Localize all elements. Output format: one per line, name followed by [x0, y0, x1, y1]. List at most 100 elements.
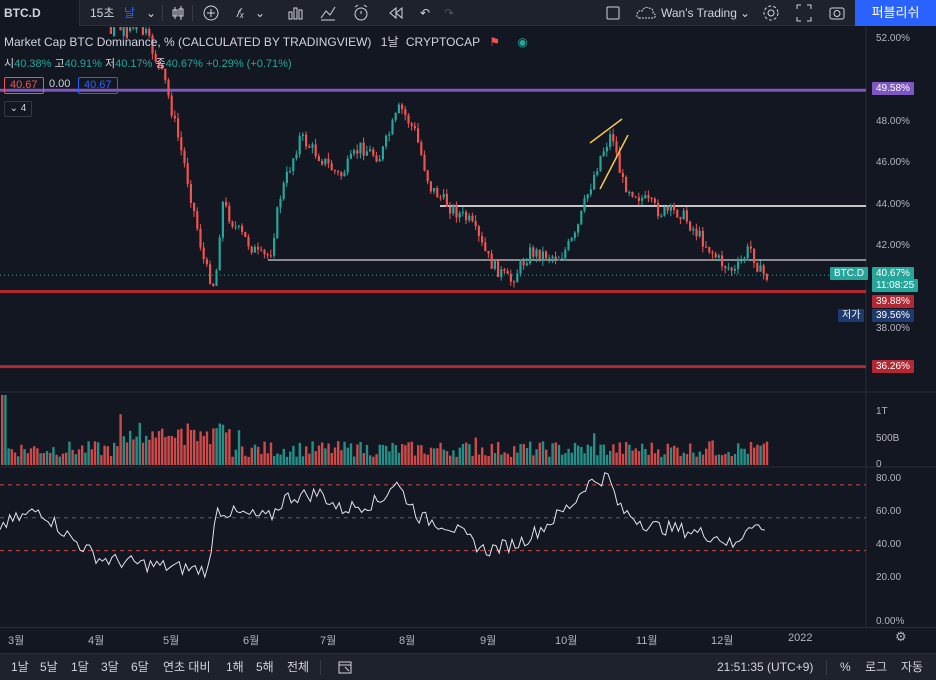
flag-icon[interactable]: ⚑: [489, 35, 500, 49]
chevron-down-icon[interactable]: ⌄: [740, 6, 751, 20]
candle-body: [333, 170, 336, 172]
volume-bar: [429, 447, 433, 465]
alert-icon[interactable]: [352, 0, 370, 26]
volume-bar: [506, 453, 509, 465]
candle-body: [298, 135, 301, 155]
range-ytd[interactable]: 연초 대비: [163, 660, 211, 674]
candle-body: [161, 64, 164, 69]
cloud-icon[interactable]: [635, 0, 657, 26]
candle-body: [356, 150, 359, 154]
range-6m[interactable]: 6달: [131, 660, 149, 674]
auto-scale-toggle[interactable]: 자동: [901, 660, 924, 674]
range-5y[interactable]: 5해: [256, 660, 274, 674]
range-5d[interactable]: 5날: [40, 660, 58, 674]
time-axis[interactable]: 3월 4월 5월 6월 7월 8월 9월 10월 11월 12월 2022 ⚙: [0, 627, 936, 647]
candle-body: [231, 221, 234, 227]
volume-bar: [58, 456, 61, 465]
volume-bar: [490, 443, 493, 465]
volume-bar: [493, 453, 497, 465]
volume-bar: [596, 455, 599, 465]
volume-bar: [253, 444, 257, 465]
fullscreen-select-icon[interactable]: [605, 0, 621, 26]
close-value: 40.67%: [165, 58, 203, 70]
range-1y[interactable]: 1해: [226, 660, 244, 674]
volume-bar: [388, 451, 391, 465]
undo-icon[interactable]: ↶: [420, 6, 431, 20]
range-all[interactable]: 전체: [287, 660, 310, 674]
volume-bar: [561, 454, 564, 465]
range-1m[interactable]: 1달: [71, 660, 89, 674]
buy-price-button[interactable]: 40.67: [78, 77, 118, 94]
volume-bar: [90, 449, 93, 465]
volume-bar: [698, 451, 701, 465]
volume-bar: [516, 452, 519, 465]
volume-bar: [356, 444, 359, 465]
volume-tick: 1T: [876, 406, 888, 417]
volume-bar: [647, 454, 650, 465]
candle-body: [394, 113, 397, 121]
volume-bar: [637, 451, 641, 465]
range-1d[interactable]: 1날: [11, 660, 29, 674]
settings-gear-icon[interactable]: [762, 0, 780, 26]
candle-body: [573, 232, 576, 238]
candle-body: [218, 237, 221, 271]
volume-bar: [209, 444, 212, 465]
add-indicator-icon[interactable]: [202, 0, 220, 26]
volume-bar: [167, 435, 170, 465]
candle-body: [557, 259, 560, 261]
candle-body: [125, 27, 128, 39]
candle-body: [193, 202, 196, 212]
interval-seconds-button[interactable]: 15초: [90, 6, 115, 20]
chevron-down-icon: ⌄: [9, 103, 19, 114]
volume-bar: [650, 442, 653, 465]
clock-timezone[interactable]: 21:51:35 (UTC+9): [717, 660, 814, 674]
volume-bar: [573, 442, 577, 465]
camera-icon[interactable]: [828, 0, 846, 26]
volume-bar: [628, 444, 631, 465]
volume-bar: [141, 442, 145, 465]
chevron-down-icon[interactable]: ⌄: [255, 6, 266, 20]
indicators-icon[interactable]: 𝑓ₓ: [236, 6, 245, 20]
candle-body: [493, 260, 496, 269]
layout-name[interactable]: Wan's Trading: [661, 6, 737, 20]
percent-scale-toggle[interactable]: %: [840, 660, 851, 674]
legend-title[interactable]: Market Cap BTC Dominance, % (CALCULATED …: [4, 35, 372, 49]
candle-body: [637, 197, 640, 201]
candle-body: [426, 170, 429, 182]
goto-date-icon[interactable]: [337, 654, 353, 680]
fullscreen-icon[interactable]: [795, 0, 813, 26]
interval-day-button[interactable]: 날: [124, 6, 136, 20]
compare-icon[interactable]: [319, 0, 337, 26]
candle-body: [429, 181, 432, 192]
chart-area[interactable]: Market Cap BTC Dominance, % (CALCULATED …: [0, 27, 936, 627]
volume-bar: [759, 445, 762, 465]
volume-bar: [180, 428, 183, 465]
volume-bar: [103, 445, 106, 465]
volume-bar: [301, 456, 305, 465]
low-price-label: 39.56%: [872, 309, 914, 322]
chevron-down-icon[interactable]: ⌄: [146, 6, 157, 20]
candle-body: [141, 27, 144, 35]
volume-bar: [109, 456, 113, 465]
chart-canvas[interactable]: [0, 27, 936, 627]
symbol-search[interactable]: BTC.D: [0, 0, 80, 26]
sell-price-button[interactable]: 40.67: [4, 77, 44, 94]
volume-bar: [541, 441, 545, 465]
candlestick-type-icon[interactable]: [171, 0, 185, 26]
financials-icon[interactable]: [287, 0, 303, 26]
time-tick: 6월: [243, 635, 260, 647]
replay-icon[interactable]: [388, 0, 404, 26]
log-scale-toggle[interactable]: 로그: [865, 660, 888, 674]
volume-bar: [279, 454, 282, 465]
time-tick: 12월: [711, 635, 734, 647]
volume-bar: [743, 448, 746, 465]
volume-bar: [29, 448, 33, 465]
axis-settings-gear-icon[interactable]: ⚙: [895, 629, 907, 644]
candle-body: [497, 260, 500, 277]
publish-button[interactable]: 퍼블리쉬: [855, 0, 936, 26]
volume-bar: [349, 443, 353, 465]
indicators-collapse-button[interactable]: ⌄ 4: [4, 101, 32, 117]
rsi-tick: 60.00: [876, 506, 902, 517]
range-3m[interactable]: 3달: [101, 660, 119, 674]
